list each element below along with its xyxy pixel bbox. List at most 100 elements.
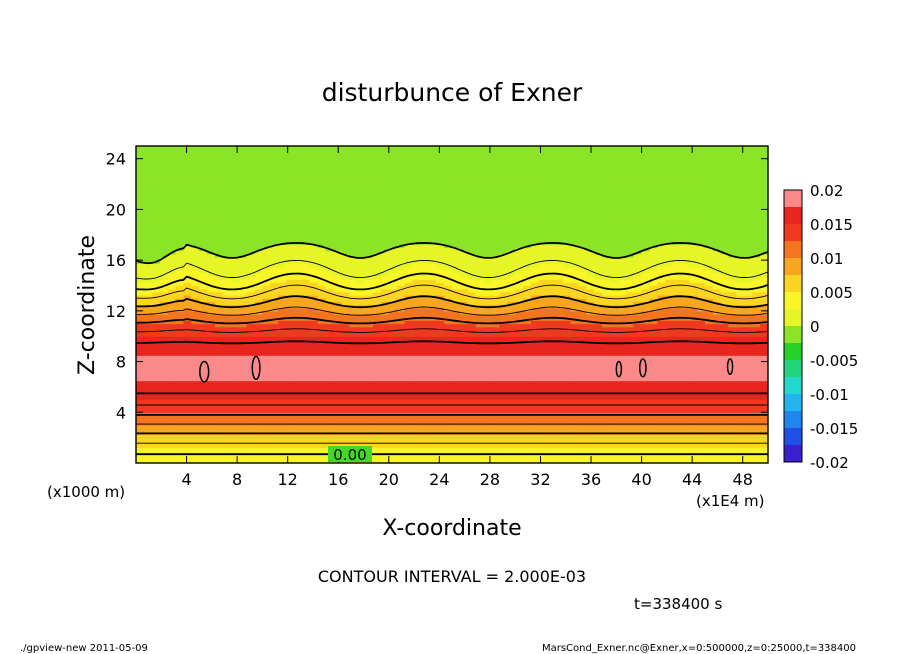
field-cell	[309, 190, 319, 195]
field-cell	[191, 187, 200, 191]
field-cell	[270, 383, 279, 388]
field-cell	[309, 155, 319, 160]
field-cell	[420, 364, 429, 369]
field-cell	[388, 301, 398, 306]
field-cell	[301, 304, 311, 309]
field-cell	[207, 288, 216, 293]
field-cell	[475, 260, 485, 264]
field-cell	[428, 146, 437, 150]
field-cell	[143, 339, 153, 344]
field-cell	[436, 320, 445, 325]
field-cell	[349, 206, 358, 210]
field-cell	[238, 250, 248, 255]
field-cell	[412, 443, 421, 448]
field-cell	[294, 399, 303, 404]
field-cell	[349, 209, 358, 214]
field-cell	[404, 352, 414, 356]
field-cell	[349, 415, 358, 420]
field-cell	[262, 459, 271, 463]
field-cell	[136, 218, 145, 223]
field-cell	[183, 323, 192, 328]
field-cell	[143, 317, 153, 321]
field-cell	[151, 314, 161, 318]
field-cell	[515, 212, 524, 217]
field-cell	[507, 199, 516, 204]
field-cell	[136, 405, 145, 410]
field-cell	[207, 244, 216, 249]
field-cell	[301, 399, 311, 404]
field-cell	[246, 415, 256, 420]
field-cell	[475, 203, 485, 207]
field-cell	[515, 152, 524, 157]
field-cell	[159, 161, 169, 166]
field-cell	[286, 180, 295, 185]
field-cell	[341, 256, 350, 261]
field-cell	[294, 352, 303, 356]
field-cell	[222, 272, 232, 277]
field-cell	[523, 399, 532, 404]
field-cell	[404, 440, 414, 445]
field-cell	[404, 206, 414, 210]
field-cell	[222, 320, 232, 325]
field-cell	[136, 437, 145, 442]
field-cell	[301, 279, 311, 283]
field-cell	[373, 355, 382, 359]
field-cell	[396, 443, 406, 448]
field-cell	[373, 234, 382, 239]
field-cell	[262, 326, 271, 331]
field-cell	[215, 294, 224, 299]
field-cell	[396, 434, 406, 439]
field-cell	[167, 158, 177, 163]
field-cell	[444, 247, 453, 252]
field-cell	[262, 320, 271, 325]
field-cell	[428, 225, 437, 230]
field-cell	[483, 367, 493, 372]
field-cell	[238, 352, 248, 356]
field-cell	[183, 301, 192, 306]
field-cell	[420, 275, 429, 280]
field-cell	[436, 380, 445, 385]
field-cell	[396, 218, 406, 223]
field-cell	[467, 298, 477, 302]
field-cell	[222, 390, 232, 394]
field-cell	[491, 428, 500, 432]
field-cell	[404, 326, 414, 331]
field-cell	[301, 209, 311, 214]
color-bands	[136, 146, 768, 463]
field-cell	[262, 371, 271, 375]
field-cell	[270, 206, 279, 210]
field-cell	[246, 168, 256, 172]
field-cell	[215, 424, 224, 429]
field-cell	[183, 355, 192, 359]
field-cell	[294, 285, 303, 290]
field-cell	[167, 450, 177, 455]
field-cell	[475, 247, 485, 252]
field-cell	[357, 152, 366, 157]
field-cell	[444, 386, 453, 391]
field-cell	[499, 307, 508, 312]
field-cell	[396, 168, 406, 172]
field-cell	[475, 386, 485, 391]
field-cell	[499, 256, 508, 261]
field-cell	[459, 288, 469, 293]
field-cell	[365, 206, 374, 210]
field-cell	[396, 146, 406, 150]
field-cell	[143, 174, 153, 179]
field-cell	[349, 396, 358, 401]
field-cell	[333, 234, 342, 239]
field-cell	[238, 336, 248, 340]
field-cell	[215, 190, 224, 195]
field-cell	[396, 399, 406, 404]
field-cell	[262, 355, 271, 359]
field-cell	[499, 155, 508, 160]
field-cell	[301, 253, 311, 258]
field-cell	[420, 212, 429, 217]
field-cell	[349, 361, 358, 366]
field-cell	[183, 333, 192, 337]
field-cell	[357, 443, 366, 448]
field-cell	[215, 180, 224, 185]
field-cell	[230, 263, 240, 268]
field-cell	[136, 396, 145, 401]
field-cell	[467, 231, 477, 236]
field-cell	[428, 348, 437, 353]
